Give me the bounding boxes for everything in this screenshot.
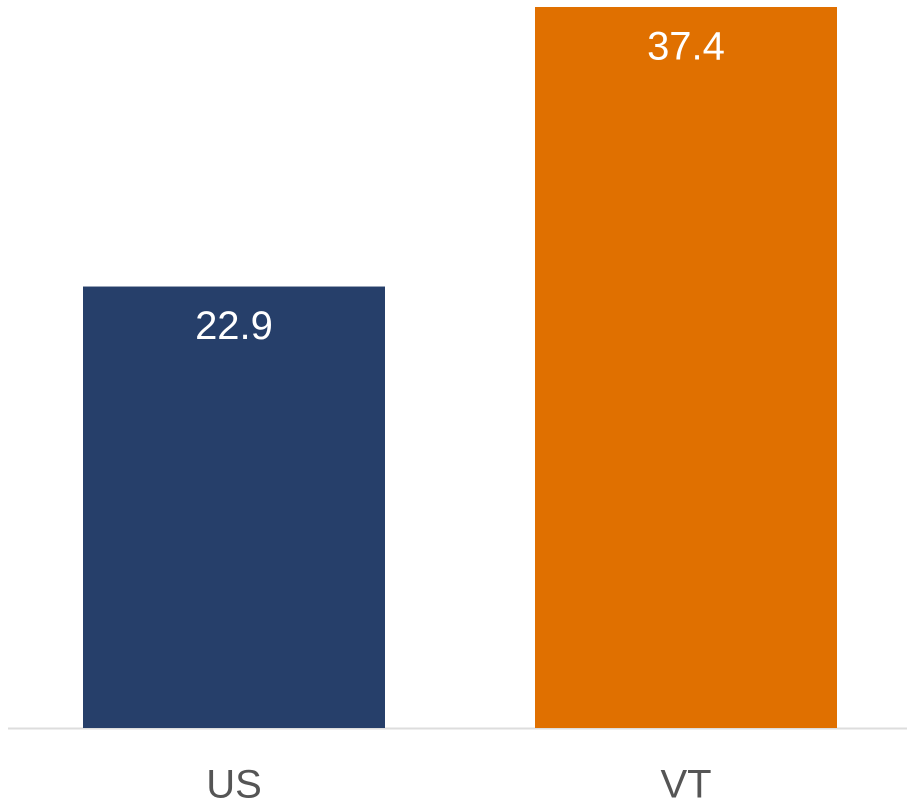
bar: [535, 7, 837, 728]
bar: [83, 286, 385, 728]
data-label: 37.4: [647, 25, 725, 69]
x-tick-label: VT: [660, 763, 711, 805]
x-tick-label: US: [206, 763, 262, 805]
data-label: 22.9: [195, 304, 273, 348]
